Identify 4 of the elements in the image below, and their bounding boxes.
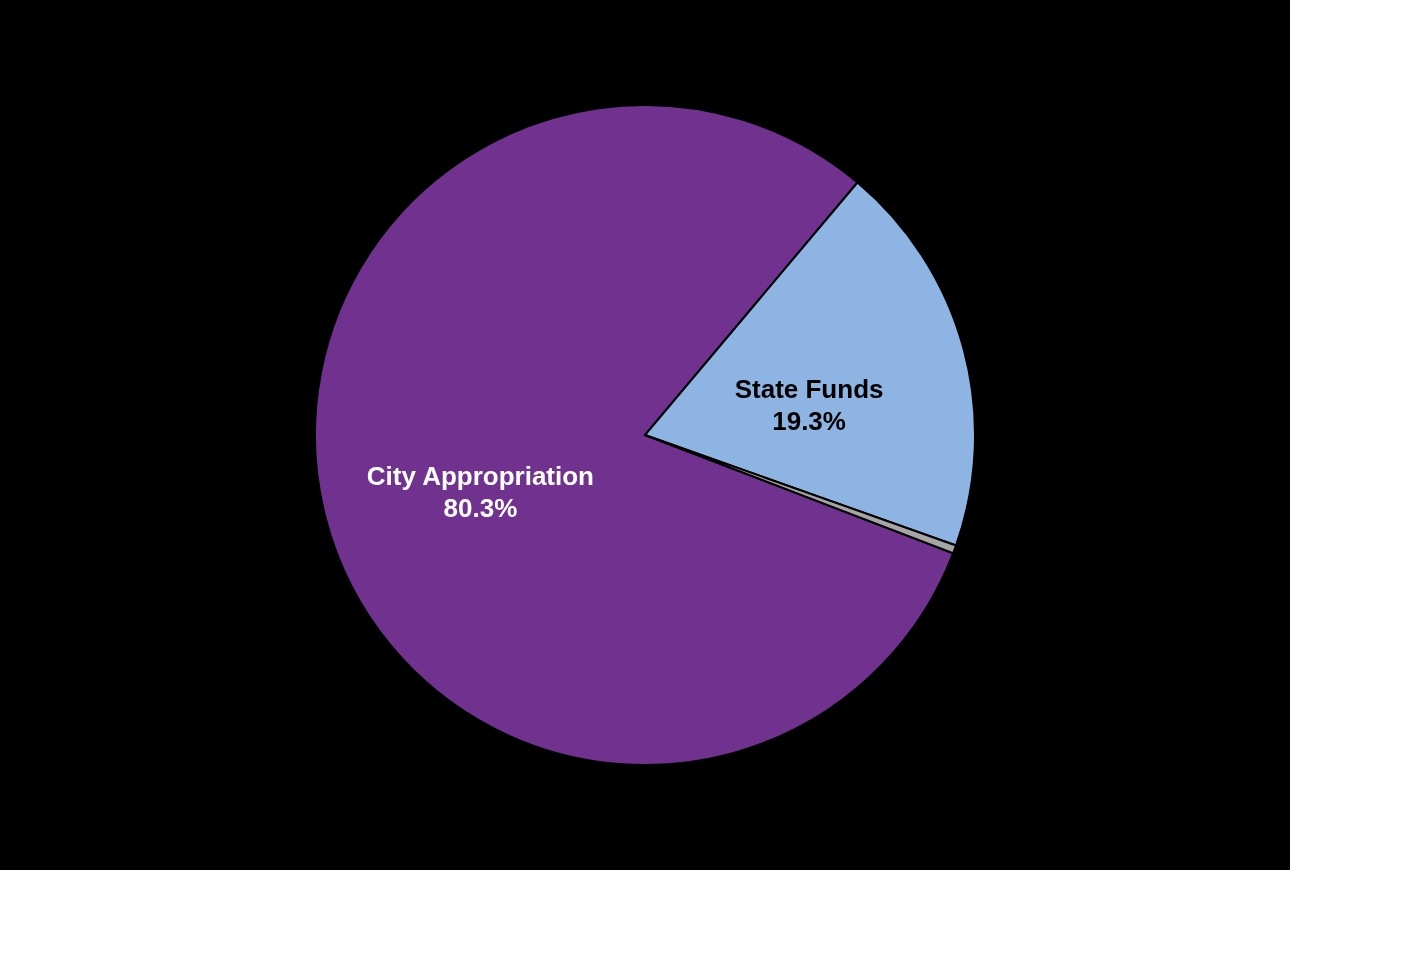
data-label: 19.3% <box>772 406 846 437</box>
data-label: 80.3% <box>443 493 518 524</box>
slice-label: State Funds <box>734 374 884 405</box>
slice-label: City Appropriation <box>366 461 595 492</box>
